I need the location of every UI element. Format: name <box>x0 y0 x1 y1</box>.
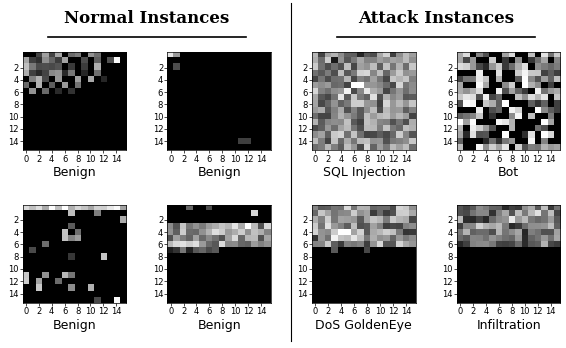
X-axis label: Bot: Bot <box>498 166 519 180</box>
X-axis label: Benign: Benign <box>53 166 96 180</box>
Text: Normal Instances: Normal Instances <box>64 10 229 27</box>
Text: Attack Instances: Attack Instances <box>358 10 514 27</box>
X-axis label: Benign: Benign <box>198 319 241 332</box>
X-axis label: SQL Injection: SQL Injection <box>323 166 405 180</box>
X-axis label: Benign: Benign <box>53 319 96 332</box>
X-axis label: Infiltration: Infiltration <box>477 319 541 332</box>
X-axis label: Benign: Benign <box>198 166 241 180</box>
X-axis label: DoS GoldenEye: DoS GoldenEye <box>315 319 412 332</box>
